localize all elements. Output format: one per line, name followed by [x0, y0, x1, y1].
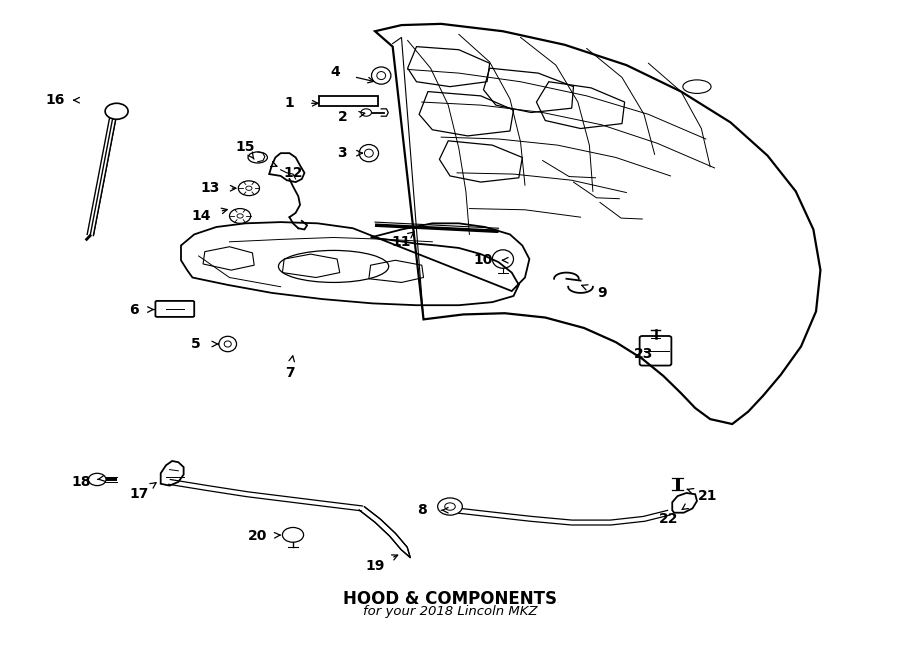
Text: 21: 21 [698, 489, 717, 503]
Text: 22: 22 [659, 512, 679, 526]
Text: 19: 19 [365, 559, 384, 573]
Text: 17: 17 [130, 487, 149, 501]
Text: 20: 20 [248, 529, 267, 543]
Text: 10: 10 [473, 254, 493, 267]
Text: 11: 11 [392, 235, 411, 249]
Circle shape [437, 498, 463, 515]
Text: 1: 1 [284, 96, 294, 111]
Text: 16: 16 [45, 93, 65, 107]
Circle shape [105, 103, 128, 119]
Text: 3: 3 [338, 146, 347, 160]
Text: 2: 2 [338, 111, 347, 124]
Circle shape [283, 528, 303, 542]
Circle shape [88, 473, 106, 486]
Text: 23: 23 [634, 348, 653, 361]
Text: 12: 12 [284, 166, 302, 180]
Text: 13: 13 [201, 181, 220, 195]
Text: 9: 9 [597, 286, 607, 300]
Text: 7: 7 [284, 366, 294, 380]
Text: 14: 14 [192, 209, 211, 223]
Text: HOOD & COMPONENTS: HOOD & COMPONENTS [343, 590, 557, 608]
Circle shape [361, 109, 372, 117]
Text: 4: 4 [330, 66, 340, 79]
Text: 18: 18 [72, 475, 91, 489]
Text: 5: 5 [191, 337, 201, 351]
Text: 6: 6 [130, 303, 140, 316]
Text: for your 2018 Lincoln MKZ: for your 2018 Lincoln MKZ [363, 604, 537, 618]
Text: 8: 8 [417, 503, 427, 517]
Circle shape [230, 209, 251, 223]
Text: 15: 15 [236, 140, 255, 154]
Circle shape [238, 181, 259, 196]
